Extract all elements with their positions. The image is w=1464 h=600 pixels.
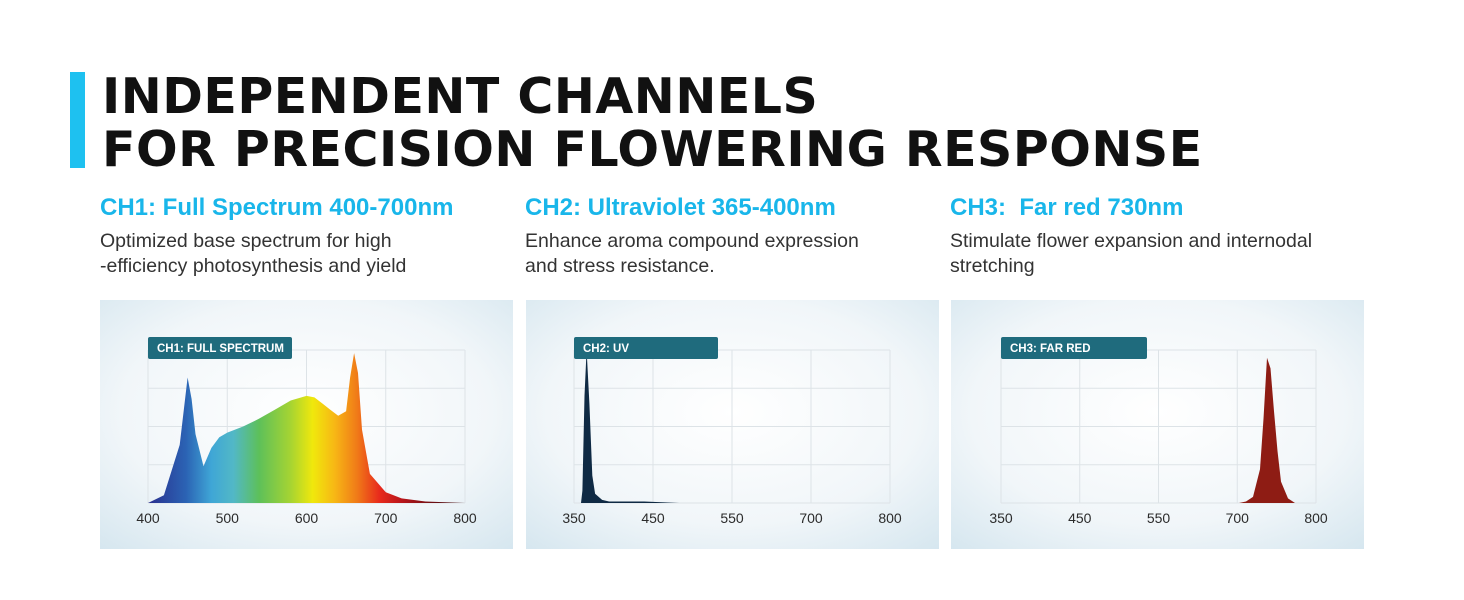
channel-label-badge-bg [574, 337, 718, 359]
channel-2-title: CH2: Ultraviolet 365-400nm [525, 194, 836, 221]
x-tick-label: 500 [216, 510, 240, 526]
channel-label-badge-bg [148, 337, 292, 359]
spectrum-series-area [148, 353, 465, 503]
x-tick-label: 600 [295, 510, 319, 526]
channel-1-description: Optimized base spectrum for high -effici… [100, 230, 407, 277]
channel-label-badge-bg [1001, 337, 1147, 359]
chart-panel-ch3: CH3: FAR RED 350 450 550 700 800 [951, 300, 1364, 549]
x-tick-label: 800 [878, 510, 902, 526]
chart-panel-ch2: CH2: UV 350 450 550 700 800 [526, 300, 939, 549]
x-tick-label: 550 [1147, 510, 1171, 526]
x-tick-label: 400 [136, 510, 160, 526]
channel-1-title: CH1: Full Spectrum 400-700nm [100, 194, 454, 221]
page-title-line-2: FOR PRECISION FLOWERING RESPONSE [102, 121, 1203, 178]
channel-label-text: CH2: UV [583, 343, 629, 355]
page-title-line-1: INDEPENDENT CHANNELS [102, 68, 819, 125]
channel-2-description: Enhance aroma compound expression and st… [525, 230, 859, 277]
channel-label-text: CH3: FAR RED [1010, 343, 1091, 355]
channel-label-text: CH1: FULL SPECTRUM [157, 343, 284, 355]
channel-label-badge: CH1: FULL SPECTRUM [148, 337, 292, 359]
spectrum-chart-ch3: CH3: FAR RED 350 450 550 700 800 [951, 300, 1364, 549]
channel-label-badge: CH3: FAR RED [1001, 337, 1147, 359]
title-accent-bar [70, 72, 85, 168]
x-tick-label: 700 [799, 510, 823, 526]
spectrum-chart-ch2: CH2: UV 350 450 550 700 800 [526, 300, 939, 549]
channel-3-title: CH3: Far red 730nm [950, 194, 1184, 221]
channel-1-info: CH1: Full Spectrum 400-700nm Optimized b… [100, 194, 515, 279]
page-title: INDEPENDENT CHANNELS FOR PRECISION FLOWE… [102, 70, 1203, 176]
channel-3-info: CH3: Far red 730nm Stimulate flower expa… [950, 194, 1365, 279]
channel-2-info: CH2: Ultraviolet 365-400nm Enhance aroma… [525, 194, 940, 279]
x-tick-label: 450 [641, 510, 665, 526]
x-tick-label: 550 [720, 510, 744, 526]
x-tick-label: 350 [989, 510, 1013, 526]
x-tick-label: 350 [562, 510, 586, 526]
channel-label-badge: CH2: UV [574, 337, 718, 359]
x-tick-label: 700 [1226, 510, 1250, 526]
x-tick-label: 450 [1068, 510, 1092, 526]
channel-3-description: Stimulate flower expansion and internoda… [950, 230, 1313, 277]
chart-grid [573, 349, 891, 504]
spectrum-chart-ch1: CH1: FULL SPECTRUM 400 500 600 700 800 [100, 300, 513, 549]
x-tick-label: 800 [1304, 510, 1328, 526]
chart-panel-ch1: CH1: FULL SPECTRUM 400 500 600 700 800 [100, 300, 513, 549]
x-tick-label: 700 [374, 510, 398, 526]
x-tick-label: 800 [453, 510, 477, 526]
